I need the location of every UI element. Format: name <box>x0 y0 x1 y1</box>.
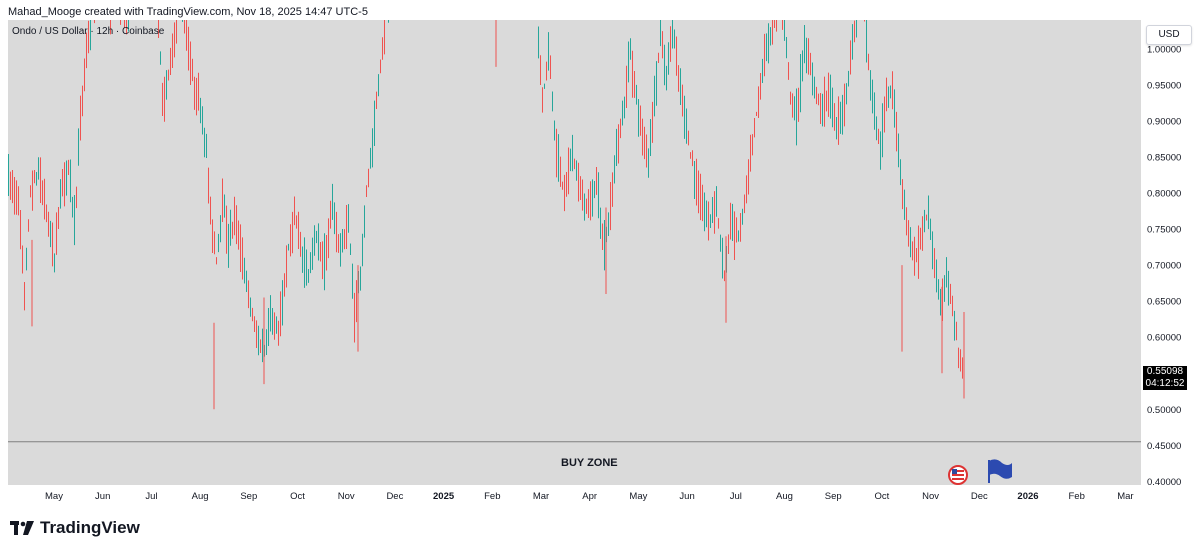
tradingview-logo[interactable]: TradingView <box>10 518 140 538</box>
y-tick-label: 0.40000 <box>1147 477 1181 485</box>
symbol-legend[interactable]: Ondo / US Dollar · 12h · Coinbase <box>12 26 165 37</box>
x-tick-label: May <box>629 491 647 502</box>
y-tick-label: 1.00000 <box>1147 44 1181 55</box>
price-chart[interactable] <box>8 20 1141 485</box>
x-tick-label: Jul <box>145 491 157 502</box>
x-tick-label: Mar <box>1117 491 1133 502</box>
y-tick-label: 0.70000 <box>1147 261 1181 272</box>
x-tick-label: Oct <box>290 491 305 502</box>
chart-credit: Mahad_Mooge created with TradingView.com… <box>8 6 368 18</box>
x-tick-label: Jun <box>679 491 694 502</box>
candles <box>8 20 965 410</box>
x-tick-label: Sep <box>240 491 257 502</box>
chart-pane[interactable]: Ondo / US Dollar · 12h · Coinbase BUY ZO… <box>8 20 1141 485</box>
y-tick-label: 0.75000 <box>1147 225 1181 236</box>
x-tick-label: Aug <box>192 491 209 502</box>
y-tick-label: 0.45000 <box>1147 441 1181 452</box>
y-tick-label: 0.50000 <box>1147 405 1181 416</box>
x-tick-label: Apr <box>582 491 597 502</box>
x-tick-label: Oct <box>875 491 890 502</box>
y-tick-label: 0.80000 <box>1147 189 1181 200</box>
x-tick-label: Nov <box>922 491 939 502</box>
y-tick-label: 0.65000 <box>1147 297 1181 308</box>
x-tick-label: Nov <box>338 491 355 502</box>
x-tick-label: 2026 <box>1017 491 1038 502</box>
x-tick-label: Feb <box>484 491 500 502</box>
last-price-tag: 0.55098 04:12:52 <box>1143 366 1187 390</box>
bar-countdown: 04:12:52 <box>1145 378 1185 389</box>
tradingview-logo-icon <box>10 521 34 535</box>
blue-flag-icon[interactable] <box>988 459 1012 483</box>
x-tick-label: Dec <box>386 491 403 502</box>
x-tick-label: Feb <box>1069 491 1085 502</box>
y-tick-label: 0.85000 <box>1147 152 1181 163</box>
x-tick-label: Dec <box>971 491 988 502</box>
y-tick-label: 0.90000 <box>1147 116 1181 127</box>
last-price-value: 0.55098 <box>1146 366 1184 377</box>
y-tick-label: 0.60000 <box>1147 333 1181 344</box>
us-flag-icon[interactable] <box>948 465 968 485</box>
x-tick-label: Mar <box>533 491 549 502</box>
tradingview-brand-text: TradingView <box>40 518 140 537</box>
x-tick-label: May <box>45 491 63 502</box>
price-axis[interactable]: 1.00000 0.95000 0.90000 0.85000 0.80000 0.750… <box>1141 20 1200 488</box>
x-tick-label: 2025 <box>433 491 455 502</box>
x-tick-label: Aug <box>776 491 793 502</box>
time-axis[interactable]: May Jun Jul Aug Sep Oct Nov Dec 2025 Feb Mar Apr May… <box>8 485 1141 507</box>
x-tick-label: Jun <box>95 491 110 502</box>
x-tick-label: Jul <box>730 491 742 502</box>
x-tick-label: Sep <box>825 491 842 502</box>
y-tick-label: 0.95000 <box>1147 80 1181 91</box>
buy-zone-label: BUY ZONE <box>561 457 618 469</box>
currency-button[interactable]: USD <box>1146 25 1192 45</box>
